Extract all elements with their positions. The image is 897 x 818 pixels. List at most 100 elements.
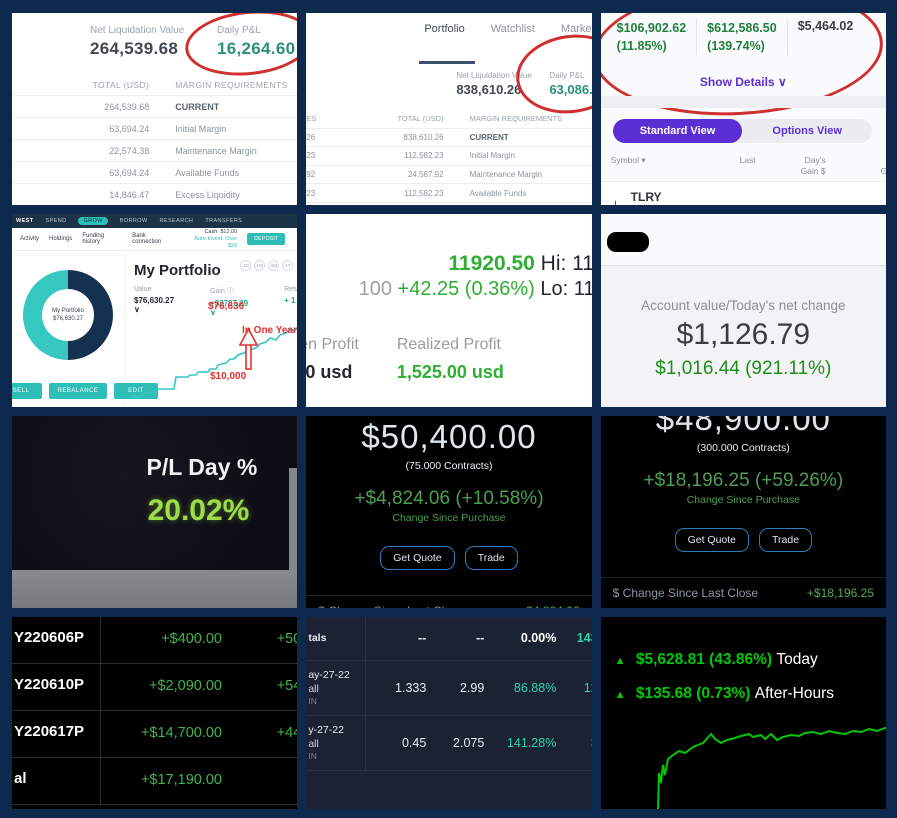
table-row: 92 24,587.92 Maintenance Margin: [306, 164, 592, 184]
change-since-close-row: $ Change Since Last Close +$4,824.06: [306, 594, 592, 608]
row-left: 23: [306, 151, 316, 161]
after-hours-change-value: $135.68 (0.73%): [635, 684, 751, 702]
deposit-button[interactable]: DEPOSIT: [247, 233, 286, 246]
nav-item-grow[interactable]: GROW: [78, 217, 108, 226]
rebalance-button[interactable]: REBALANCE: [49, 382, 107, 399]
open-profit-label: pen Profit: [306, 336, 359, 354]
margin-table: ES TOTAL (USD) MARGIN REQUIREMENTS 26 838…: [306, 109, 592, 205]
option-row[interactable]: Y220617P +$14,700.00 +44: [12, 710, 298, 758]
table-row: 23 112,582.23 Available Funds: [306, 183, 592, 202]
contracts-count: (300.000 Contracts): [696, 441, 790, 454]
gain-amount[interactable]: +$3787.29 ∨: [210, 299, 249, 318]
value-amount[interactable]: $76,630.27 ∨: [134, 296, 175, 315]
trade-button[interactable]: Trade: [464, 545, 518, 570]
trade-button[interactable]: Trade: [759, 527, 813, 552]
main-nav-bar: WEST SPEND GROW BORROW RESEARCH TRANSFER…: [12, 214, 298, 229]
standard-view-button[interactable]: Standard View: [612, 119, 743, 143]
period-1w[interactable]: 1W: [254, 260, 266, 272]
nav-brand: WEST: [16, 218, 34, 225]
monitor-bezel: [289, 467, 298, 608]
table-row: 76742,364.76Excess Liquidity: [306, 201, 592, 205]
total-gain-dollars: $106,902.62: [616, 21, 687, 35]
margin-table: TOTAL (USD) MARGIN REQUIREMENTS 264,539.…: [12, 75, 298, 205]
third-value: $5,464.02: [797, 19, 854, 33]
return-amount: + 1: [284, 296, 296, 306]
tab-portfolio[interactable]: Portfolio: [424, 23, 465, 35]
margin-requirements-header: MARGIN REQUIREMENTS: [175, 80, 288, 90]
totals-label: tals: [308, 632, 327, 645]
nav-item-borrow[interactable]: BORROW: [119, 218, 148, 225]
portfolio-growth-chart: $76,630 In One Year $10,000: [129, 301, 298, 404]
annotation-end-value: $76,630: [208, 301, 245, 313]
auto-invest-label: Auto-Invest: Over $20: [194, 235, 238, 249]
get-quote-button[interactable]: Get Quote: [380, 545, 455, 570]
edit-button[interactable]: EDIT: [114, 382, 158, 399]
table-row: 63,694.24 Initial Margin: [12, 117, 298, 139]
option-row[interactable]: Y220610P +$2,090.00 +54: [12, 663, 298, 711]
daily-pnl-label: Daily P&L: [549, 71, 585, 80]
period-1m[interactable]: 1M: [268, 260, 280, 272]
exchange-label: IN: [308, 696, 317, 707]
quantity-value: 100: [358, 278, 392, 301]
net-liquidation-value: 838,610.26: [456, 82, 522, 97]
option-row[interactable]: y-27-22 all IN 0.45 2.075 141.28% 3: [306, 715, 592, 771]
row-label: Available Funds: [469, 188, 527, 198]
row-value: 24,587.92: [407, 170, 444, 180]
position-value: $48,900.00: [655, 415, 831, 437]
subnav-activity[interactable]: Activity: [20, 236, 40, 243]
desk-surface: [12, 569, 298, 608]
position-row-tlry[interactable]: ↘ TLRY 8.75 $90,000.00 $473,388.84: [600, 181, 886, 206]
total-gain-column-header: TotalGain $: [880, 166, 886, 177]
row-value: 63,694.24: [109, 167, 150, 178]
redacted-name-blob: [606, 232, 649, 253]
show-details-button[interactable]: Show Details ∨: [699, 75, 787, 89]
days-gain-column-header: Day's Gain $: [800, 155, 826, 177]
row-label: Maintenance Margin: [469, 170, 543, 180]
tab-markets[interactable]: Markets: [560, 23, 592, 35]
subnav-bank-connection[interactable]: Bank connection: [132, 233, 162, 246]
after-hours-change-line: ▲ $135.68 (0.73%) After-Hours: [615, 685, 834, 703]
total-column-header: TOTAL (USD): [92, 80, 150, 90]
option-gain-percent: +54: [276, 677, 298, 694]
price-line-chart: [656, 726, 886, 809]
options-view-button[interactable]: Options View: [772, 125, 842, 137]
row-label: Initial Margin: [175, 123, 227, 134]
cell-value: --: [476, 631, 485, 646]
panel-etrade-gains: $106,902.62 (11.85%) $612,586.50 (139.74…: [600, 13, 886, 206]
sub-nav-bar: Activity Holdings Funding history Bank c…: [12, 228, 298, 252]
sell-button[interactable]: SELL: [12, 382, 42, 399]
panel-pl-day-photo: P/L Day % 20.02%: [12, 415, 298, 608]
net-liquidation-value: 264,539.68: [90, 39, 179, 58]
row-value: 264,539.68: [104, 101, 150, 112]
option-row[interactable]: Y220606P +$400.00 +50: [12, 616, 298, 664]
cash-label: Cash: $12.00: [204, 228, 238, 235]
daily-pnl-label: Daily P&L: [217, 25, 261, 36]
change-since-purchase-label: Change Since Purchase: [392, 511, 506, 524]
option-gain-percent: +50: [276, 630, 298, 647]
panel-wealthsimple-portfolio: WEST SPEND GROW BORROW RESEARCH TRANSFER…: [12, 214, 298, 407]
option-row[interactable]: ay-27-22 all IN 1.333 2.99 86.88% 12: [306, 660, 592, 716]
cell-value: --: [418, 631, 427, 646]
total-gain-dollars: +$17,190.00: [140, 771, 222, 788]
account-value: $1,126.79: [676, 318, 811, 352]
up-triangle-icon: ▲: [614, 688, 626, 701]
change-since-close-value: +$18,196.25: [806, 585, 874, 600]
nav-item-spend[interactable]: SPEND: [45, 218, 67, 225]
period-1y[interactable]: 1Y: [282, 260, 294, 272]
nav-item-research[interactable]: RESEARCH: [159, 218, 194, 225]
panel-realized-profit: 11920.50 Hi: 119 100 +42.25 (0.36%) Lo: …: [306, 214, 592, 407]
after-hours-label: After-Hours: [754, 684, 835, 702]
nav-item-transfers[interactable]: TRANSFERS: [205, 218, 243, 225]
daily-pnl-value: 16,264.60: [217, 39, 296, 58]
symbol-column-header[interactable]: Symbol ▾: [610, 155, 646, 165]
period-1d[interactable]: 1D: [240, 260, 252, 272]
trend-arrow-icon: ↘: [607, 197, 623, 206]
get-quote-button[interactable]: Get Quote: [674, 527, 750, 552]
subnav-funding-history[interactable]: Funding history: [82, 233, 105, 246]
portfolio-allocation-card: My Portfolio $76,630.27 SELL REBALANCE E…: [12, 256, 158, 407]
tab-watchlist[interactable]: Watchlist: [490, 23, 535, 35]
subnav-holdings[interactable]: Holdings: [49, 236, 73, 243]
row-value: 14,846.47: [109, 189, 150, 200]
last-column-header: Last: [739, 155, 756, 165]
